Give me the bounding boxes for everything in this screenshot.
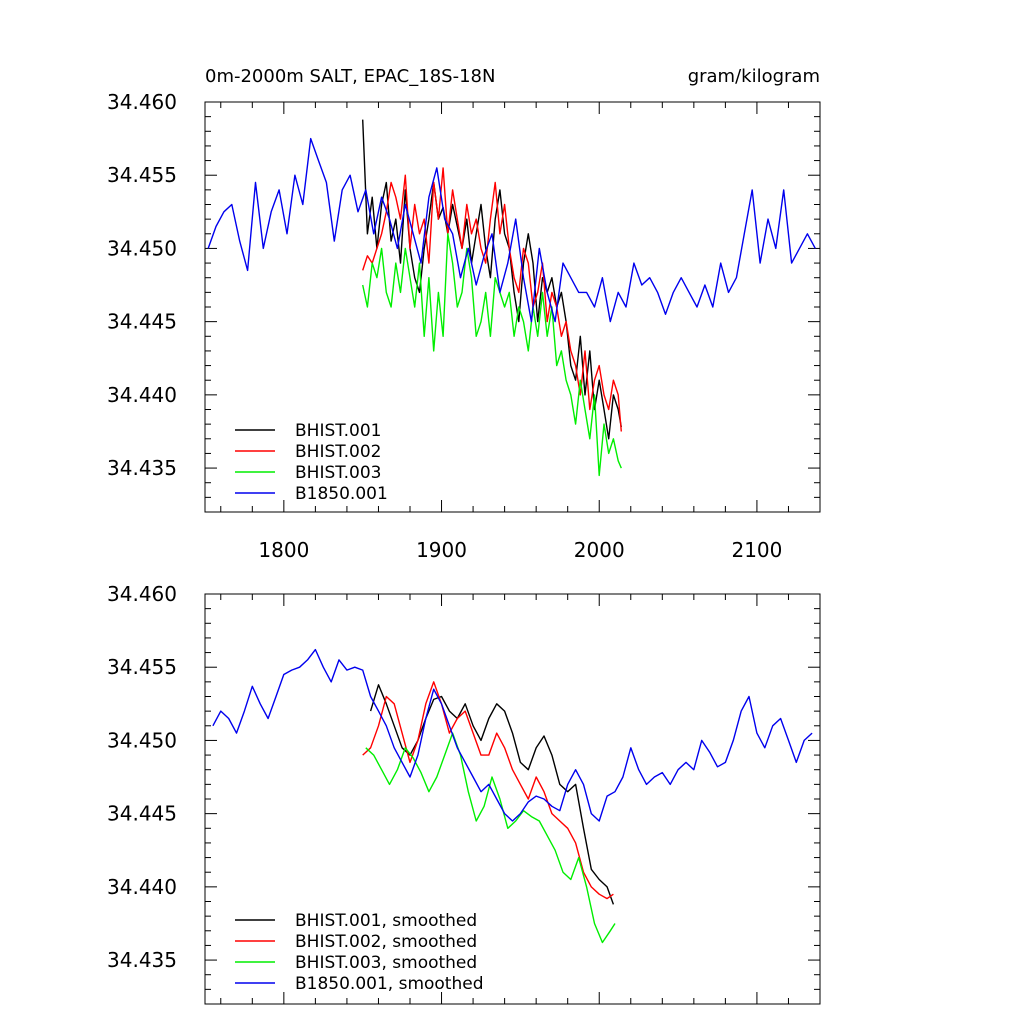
legend-label: BHIST.001 <box>295 421 381 441</box>
legend-label: BHIST.003, smoothed <box>295 953 477 973</box>
panel-title-right: gram/kilogram <box>688 66 820 87</box>
y-tick-label: 34.435 <box>107 456 177 480</box>
legend-label: B1850.001, smoothed <box>295 974 484 994</box>
panel-title-left: 0m-2000m SALT, EPAC_18S-18N <box>205 66 495 87</box>
y-tick-label: 34.445 <box>107 802 177 826</box>
x-tick-label: 2000 <box>574 538 625 562</box>
y-tick-label: 34.460 <box>107 582 177 606</box>
x-tick-label: 2100 <box>731 538 782 562</box>
x-tick-label: 1800 <box>258 538 309 562</box>
y-tick-label: 34.440 <box>107 383 177 407</box>
series-line-b1850-001-smoothed <box>212 648 813 822</box>
series-line-bhist-003 <box>362 233 622 477</box>
legend-label: BHIST.003 <box>295 463 381 483</box>
legend-label: BHIST.002, smoothed <box>295 932 477 952</box>
series-line-bhist-002-smoothed <box>362 681 614 900</box>
y-tick-label: 34.445 <box>107 310 177 334</box>
series-line-bhist-001-smoothed <box>369 684 615 905</box>
x-tick-label: 1900 <box>416 538 467 562</box>
legend-label: BHIST.002 <box>295 442 381 462</box>
y-tick-label: 34.440 <box>107 875 177 899</box>
y-tick-label: 34.450 <box>107 728 177 752</box>
legend-label: BHIST.001, smoothed <box>295 911 477 931</box>
series-line-bhist-001 <box>362 119 622 440</box>
smoothed-salinity-panel: 34.460 34.455 34.450 34.445 34.440 34.435 BHIS… <box>107 582 821 1005</box>
y-tick-label: 34.455 <box>107 163 177 187</box>
series-line-bhist-003-smoothed <box>365 732 616 944</box>
y-tick-label: 34.435 <box>107 948 177 972</box>
raw-salinity-panel: 34.460 34.455 34.450 34.445 34.440 34.435 1800… <box>107 90 821 562</box>
legend-label: B1850.001 <box>295 484 388 504</box>
series-line-b1850-001 <box>207 137 816 323</box>
y-tick-label: 34.460 <box>107 90 177 114</box>
y-tick-label: 34.455 <box>107 655 177 679</box>
y-tick-label: 34.450 <box>107 236 177 260</box>
